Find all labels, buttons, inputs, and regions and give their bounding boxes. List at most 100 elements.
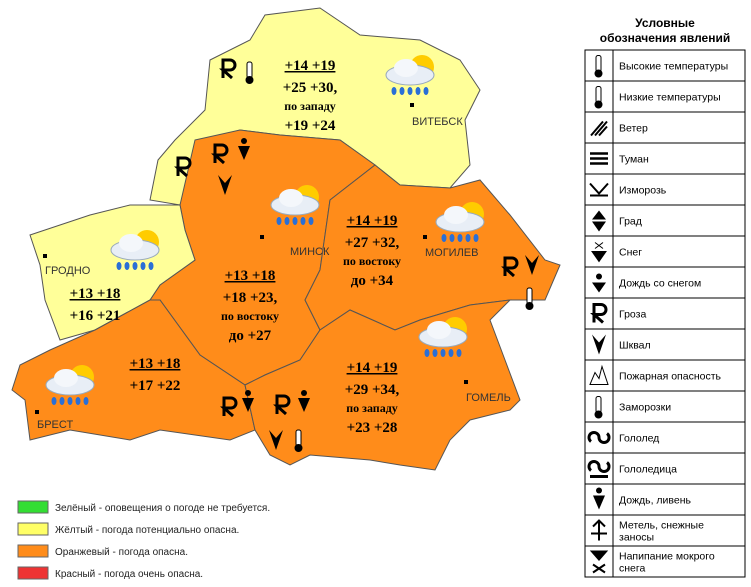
rain-drop [75,397,81,405]
legend-item: Гололедица [619,464,677,476]
city-label: ВИТЕБСК [412,116,463,128]
rain-drop [276,217,282,225]
rain-icon [596,487,602,494]
level-swatch [17,500,49,514]
level-swatch [17,522,49,536]
rain-drop [448,349,454,357]
city-label: МИНСК [290,246,330,258]
rain-drop [457,234,463,242]
rain-icon [241,138,247,144]
cloud [394,59,418,77]
temperature-text: +18 +23, [223,290,278,306]
level-text: Красный - погода очень опасна. [55,569,203,580]
level-text: Зелёный - оповещения о погоде не требует… [55,502,270,514]
temperature-text: +14 +19 [347,360,398,376]
thermometer [594,100,603,109]
temperature-text: +13 +18 [70,286,121,302]
temperature-text: +29 +34, [345,382,400,398]
cloud [427,321,451,339]
city-dot [260,235,264,239]
temperature-text: до +34 [351,273,394,289]
thunder-icon [174,156,192,178]
legend-item: Пожарная опасность [619,371,722,383]
level-swatch [17,544,49,558]
thermometer [526,287,533,305]
rain-drop [300,217,306,225]
rain-drop [148,262,154,270]
legend-item: Шквал [619,340,651,352]
temperature-text: +27 +32, [345,235,400,251]
city-dot [43,254,47,258]
legend-item: Туман [619,154,649,166]
rain-drop [473,234,479,242]
rain-icon [301,390,307,396]
level-text: Жёлтый - погода потенциально опасна. [55,525,239,536]
thunder-icon [501,256,519,278]
rain-drop [441,234,447,242]
city-label: ГРОДНО [45,265,91,277]
temperature-text: по западу [346,401,398,415]
temperature-text: +19 +24 [285,118,336,134]
ice-icon [587,431,611,444]
rain-drop [399,87,405,95]
cloud [119,234,143,252]
rain-drop [308,217,314,225]
glaze-icon [587,460,611,478]
rain-icon [298,398,310,412]
temperature-text: +16 +21 [70,308,121,324]
wind-icon [590,120,608,137]
rain-drop [449,234,455,242]
rain-drop [140,262,146,270]
rain-drop [284,217,290,225]
legend-item: Метель, снежные [619,520,704,532]
thunder-icon [220,396,238,418]
wet-snow-icon [589,550,609,574]
thermometer [595,55,602,72]
squall-icon [218,175,232,195]
hail-icon [592,210,606,232]
city-dot [410,103,414,107]
legend-item: Гололед [619,433,659,445]
temperature-text: по западу [284,99,336,113]
temperature-text: +13 +18 [225,268,276,284]
rain-drop [456,349,462,357]
legend-frame [584,49,746,578]
thunder-icon [590,303,608,324]
rime-icon [589,182,609,197]
legend-title: Условные [635,16,695,30]
cloud [279,189,303,207]
rain-drop [292,217,298,225]
rain-drop [423,87,429,95]
rain-drop [51,397,57,405]
temperature-text: +14 +19 [347,213,398,229]
rain-drop [465,234,471,242]
temperature-text: +25 +30, [283,80,338,96]
rain-icon [238,146,250,160]
legend-item: Дождь со снегом [619,278,701,290]
legend-title: обозначения явлений [600,31,730,45]
city-dot [464,380,468,384]
rain-drop [116,262,122,270]
legend-item: Изморозь [619,185,667,197]
rain-drop [124,262,130,270]
legend-item: Напипание мокрого [619,551,715,563]
thermometer [245,76,254,84]
legend-item: Ветер [619,123,648,135]
temperature-text: +14 +19 [285,58,336,74]
temperature-text: +23 +28 [347,420,398,436]
squall-icon [269,430,283,450]
rain-drop [432,349,438,357]
cloud [444,206,468,224]
city-label: ГОМЕЛЬ [466,392,511,404]
rain-drop [415,87,421,95]
cloud [54,369,78,387]
legend-item: Высокие температуры [619,61,728,73]
squall-icon [525,255,539,275]
rain-drop [391,87,397,95]
rain-icon [245,390,251,396]
thermometer [294,444,303,452]
region [11,299,256,441]
rain-drop [67,397,73,405]
legend-item: Гроза [619,309,646,321]
